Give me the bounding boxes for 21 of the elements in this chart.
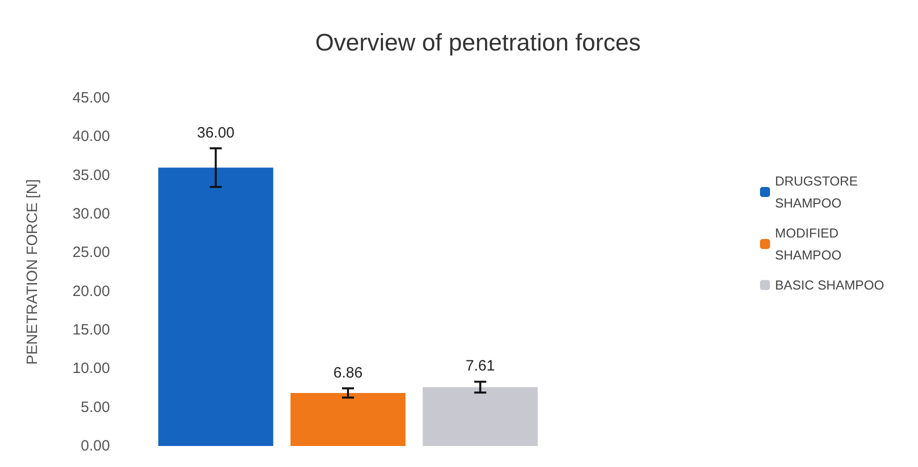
y-axis-title: PENETRATION FORCE [N] [24,179,41,365]
y-tick-label: 30.00 [72,206,110,222]
data-label: 36.00 [196,124,235,142]
y-tick-label: 10.00 [72,360,110,378]
y-tick-label: 20.00 [72,282,110,300]
y-tick-label: 25.00 [72,244,110,262]
y-tick-label: 0.00 [80,438,110,454]
y-tick-label: 15.00 [72,322,110,338]
y-tick-label: 35.00 [72,166,110,184]
bar [158,168,274,446]
legend-label: MODIFIED SHAMPOO [775,226,842,262]
data-label: 6.86 [333,364,363,382]
bar [290,392,406,446]
data-label: 7.61 [466,358,495,375]
chart-title: Overview of penetration forces [315,30,641,56]
legend-label: BASIC SHAMPOO [775,278,884,292]
y-tick-label: 40.00 [72,128,110,146]
legend-label: DRUGSTORE SHAMPOO [775,174,862,210]
bar [422,387,538,446]
y-tick-label: 45.00 [72,90,110,106]
y-tick-label: 5.00 [80,398,110,416]
